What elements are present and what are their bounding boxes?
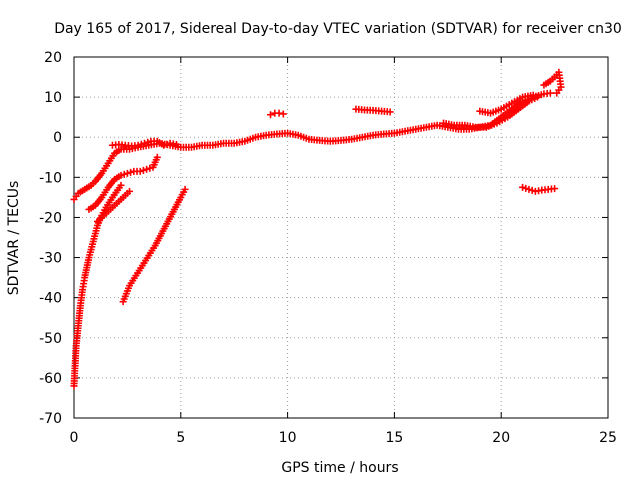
- data-point: [140, 139, 148, 147]
- chart-title: Day 165 of 2017, Sidereal Day-to-day VTE…: [54, 21, 622, 37]
- x-axis-label: GPS time / hours: [281, 460, 398, 476]
- x-tick-label: 15: [385, 430, 403, 446]
- y-axis-label: SDTVAR / TECUs: [6, 181, 22, 296]
- y-tick-label: -10: [39, 170, 62, 186]
- data-point: [123, 169, 131, 177]
- data-point: [267, 111, 275, 119]
- data-point: [275, 109, 283, 117]
- series-peak-cluster: [540, 68, 565, 97]
- data-point: [117, 181, 125, 189]
- y-tick-label: -30: [39, 251, 62, 267]
- data-point: [126, 187, 134, 195]
- series-main-track: [70, 89, 554, 203]
- data-point: [144, 138, 152, 146]
- data-points: [70, 68, 565, 390]
- data-point: [173, 140, 181, 148]
- x-tick-label: 0: [70, 430, 79, 446]
- y-tick-label: 10: [44, 90, 62, 106]
- data-point: [137, 140, 145, 148]
- data-point: [160, 141, 168, 149]
- series-arc-b: [482, 93, 542, 131]
- data-point: [127, 168, 135, 176]
- y-tick-label: 0: [53, 130, 62, 146]
- x-tick-label: 10: [279, 430, 297, 446]
- data-point: [529, 91, 537, 99]
- series-lower-ramp: [119, 185, 189, 306]
- data-point: [279, 110, 287, 118]
- grid: [74, 57, 608, 418]
- data-point: [163, 140, 171, 148]
- data-point: [528, 186, 536, 194]
- data-point: [546, 89, 554, 97]
- data-point: [534, 93, 542, 101]
- data-point: [146, 164, 154, 172]
- x-tick-label: 25: [599, 430, 617, 446]
- data-point: [134, 141, 142, 149]
- series-isolated-negative: [519, 183, 559, 195]
- y-tick-label: -60: [39, 371, 62, 387]
- series-seg-13-14: [352, 105, 394, 116]
- data-point: [181, 185, 189, 193]
- data-point: [153, 153, 161, 161]
- y-tick-label: -20: [39, 210, 62, 226]
- y-tick-label: -70: [39, 411, 62, 427]
- data-point: [139, 166, 147, 174]
- data-point: [386, 108, 394, 116]
- series-upper-branch: [108, 137, 181, 150]
- data-point: [136, 167, 144, 175]
- series-seg-9-10: [267, 109, 287, 119]
- plot-frame: [73, 56, 609, 419]
- y-tick-label: 20: [44, 50, 62, 66]
- series-arc-a: [476, 91, 537, 117]
- data-point: [519, 183, 527, 191]
- data-point: [143, 165, 151, 173]
- data-point: [120, 170, 128, 178]
- data-point: [525, 185, 533, 193]
- x-tick-label: 5: [176, 430, 185, 446]
- data-point: [551, 185, 559, 193]
- axes: 0 5 10 15 20 25 -70 -60 -50 -40 -30 -20 -10 0 10 20: [39, 50, 617, 446]
- data-point: [553, 89, 561, 97]
- series-ramp-a: [85, 153, 161, 213]
- data-point: [117, 171, 125, 179]
- y-tick-label: -50: [39, 331, 62, 347]
- series-steep-descent: [70, 181, 125, 390]
- x-tick-label: 20: [492, 430, 510, 446]
- data-point: [522, 184, 530, 192]
- y-tick-label: -40: [39, 291, 62, 307]
